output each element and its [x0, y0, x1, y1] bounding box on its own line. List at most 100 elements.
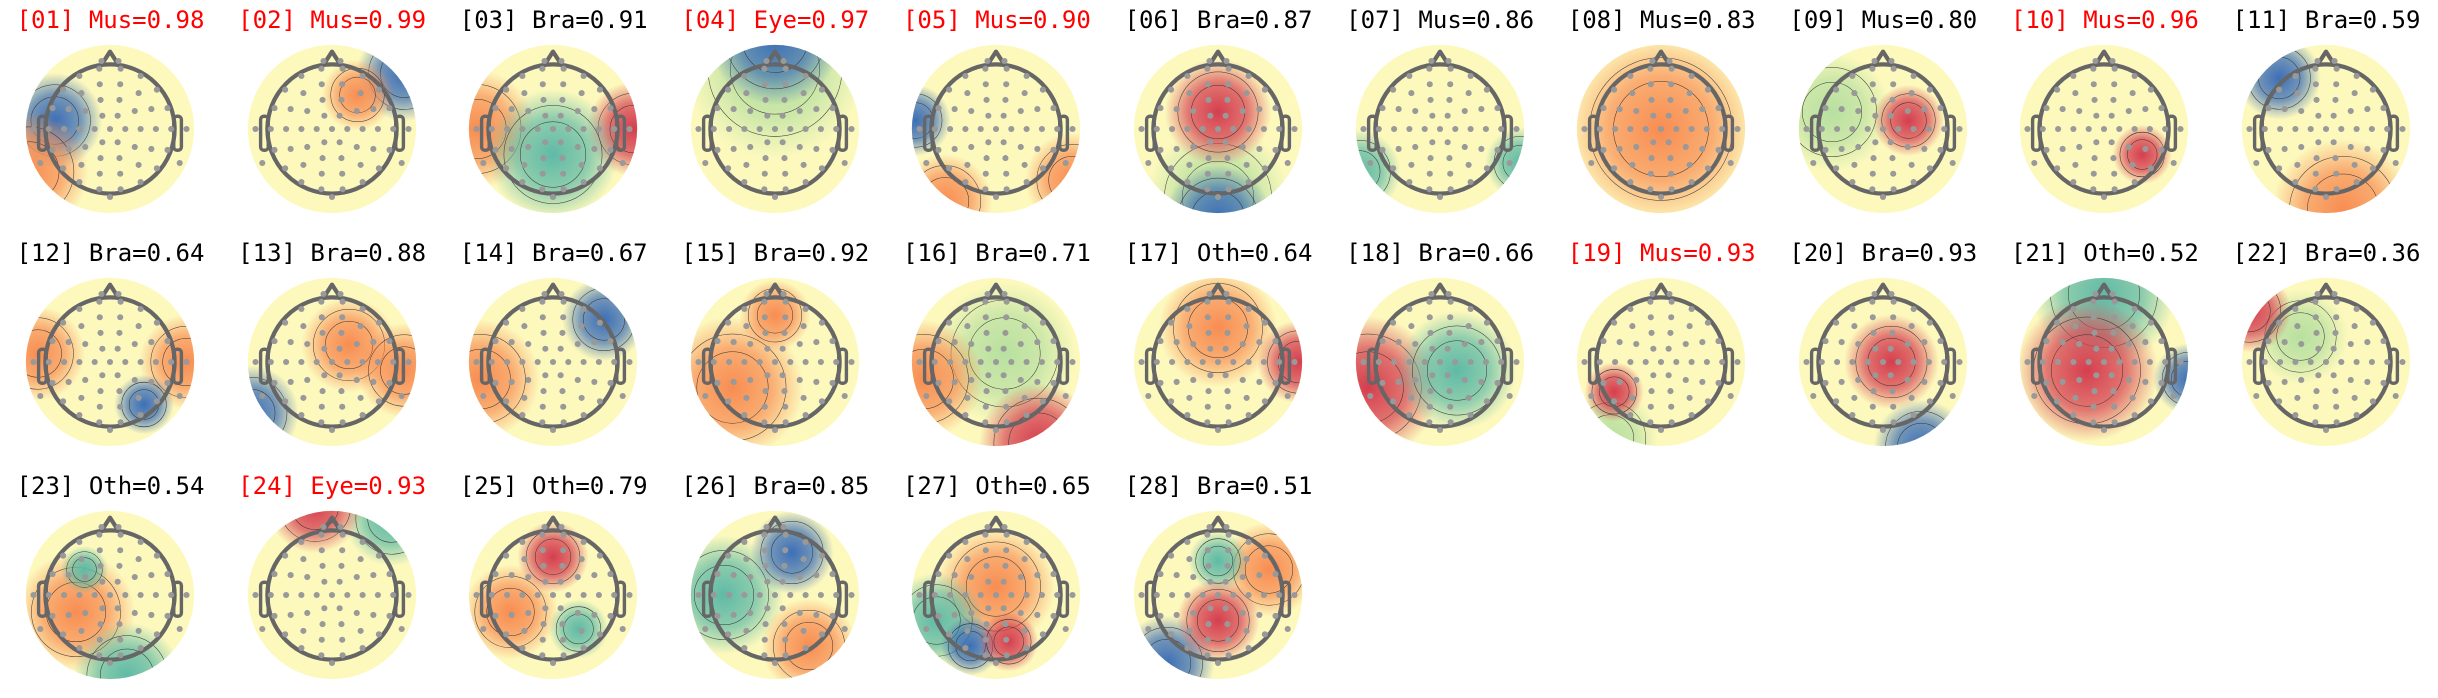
sensor-dot — [1869, 186, 1876, 193]
sensor-dot — [1649, 290, 1656, 298]
topomap — [1133, 277, 1303, 447]
sensor-dot — [1447, 419, 1454, 426]
sensor-dot — [2332, 388, 2339, 395]
sensor-dot — [2054, 165, 2061, 172]
sensor-dot — [78, 90, 85, 97]
sensor-dot — [313, 125, 320, 133]
sensor-dot — [1908, 161, 1915, 168]
sensor-dot — [1145, 625, 1152, 633]
sensor-dot — [135, 323, 142, 330]
sensor-dot — [1642, 125, 1649, 133]
sensor-dot — [782, 419, 789, 426]
sensor-dot — [2162, 358, 2169, 366]
sensor-dot — [1627, 178, 1634, 186]
sensor-dot — [962, 591, 969, 599]
sensor-dot — [829, 146, 836, 153]
sensor-dot — [591, 145, 598, 152]
sensor-dot — [550, 426, 557, 434]
sensor-dot — [1245, 538, 1252, 546]
sensor-dot — [1833, 125, 1840, 133]
sensor-dot — [1849, 72, 1856, 80]
sensor-dot — [1050, 105, 1057, 112]
sensor-dot — [386, 146, 393, 153]
sensor-dot — [37, 392, 44, 400]
sensor-dot — [1214, 193, 1222, 201]
sensor-dot — [258, 392, 265, 400]
sensor-dot — [2294, 161, 2301, 168]
sensor-dot — [82, 107, 89, 115]
sensor-dot — [2093, 345, 2100, 352]
sensor-dot — [2392, 159, 2399, 167]
sensor-dot — [1872, 112, 1879, 119]
sensor-dot — [65, 378, 72, 385]
sensor-dot — [303, 143, 310, 151]
sensor-dot — [1427, 155, 1434, 162]
sensor-dot — [1879, 193, 1886, 201]
sensor-dot — [1673, 125, 1680, 133]
sensor-dot — [1436, 125, 1443, 133]
sensor-dot — [281, 86, 288, 93]
sensor-dot — [1272, 338, 1279, 345]
sensor-dot — [2392, 392, 2399, 400]
sensor-dot — [978, 358, 985, 366]
contour-line — [2051, 334, 2124, 407]
sensor-dot — [2024, 125, 2031, 133]
sensor-dot — [761, 186, 768, 193]
sensor-dot — [983, 314, 990, 321]
sensor-dot — [1869, 65, 1876, 72]
sensor-dot — [951, 339, 959, 346]
sensor-dot — [964, 161, 971, 168]
sensor-dot — [580, 358, 587, 366]
component-title: [28] Bra=0.51 — [1124, 472, 1313, 500]
sensor-dot — [49, 379, 56, 386]
sensor-dot — [1667, 329, 1674, 336]
sensor-dot — [164, 612, 171, 619]
sensor-dot — [106, 659, 114, 667]
sensor-dot — [1153, 591, 1160, 599]
sensor-dot — [1225, 652, 1232, 659]
sensor-dot — [802, 538, 809, 546]
sensor-dot — [985, 139, 992, 146]
contour-line — [247, 377, 287, 447]
sensor-dot — [2109, 290, 2116, 298]
sensor-dot — [98, 57, 105, 65]
sensor-dot — [539, 298, 546, 305]
sensor-dot — [65, 145, 72, 152]
sensor-dot — [2307, 125, 2314, 133]
sensor-dot — [521, 161, 528, 168]
sensor-dot — [984, 290, 991, 298]
right-ear-icon — [2388, 347, 2400, 385]
sensor-dot — [60, 319, 67, 326]
sensor-dot — [508, 611, 515, 618]
sensor-dot — [2380, 146, 2387, 153]
sensor-dot — [2148, 165, 2155, 172]
sensor-dot — [2338, 125, 2345, 133]
right-ear-icon — [1501, 347, 1513, 385]
sensor-dot — [935, 105, 942, 112]
sensor-dot — [281, 398, 288, 405]
sensor-dot — [297, 125, 305, 133]
sensor-dot — [1648, 155, 1655, 162]
sensor-dot — [369, 378, 377, 385]
topomap — [1577, 44, 1746, 214]
sensor-dot — [1889, 388, 1896, 395]
sensor-dot — [1870, 96, 1877, 103]
sensor-dot — [1379, 379, 1386, 386]
sensor-dot — [1629, 90, 1636, 97]
sensor-dot — [983, 388, 990, 395]
sensor-dot — [1021, 556, 1029, 563]
topomap — [469, 510, 638, 680]
sensor-dot — [1003, 81, 1010, 88]
component-title: [04] Eye=0.97 — [681, 6, 870, 34]
sensor-dot — [1870, 329, 1877, 336]
sensor-dot — [2312, 81, 2319, 88]
sensor-dot — [1869, 419, 1876, 426]
sensor-dot — [746, 340, 754, 348]
sensor-dot — [2353, 178, 2360, 186]
sensor-dot — [1204, 636, 1211, 643]
sensor-dot — [2129, 394, 2137, 401]
sensor-dot — [492, 379, 499, 386]
sensor-dot — [122, 358, 129, 366]
sensor-dot — [771, 591, 778, 599]
sensor-dot — [1428, 112, 1436, 119]
